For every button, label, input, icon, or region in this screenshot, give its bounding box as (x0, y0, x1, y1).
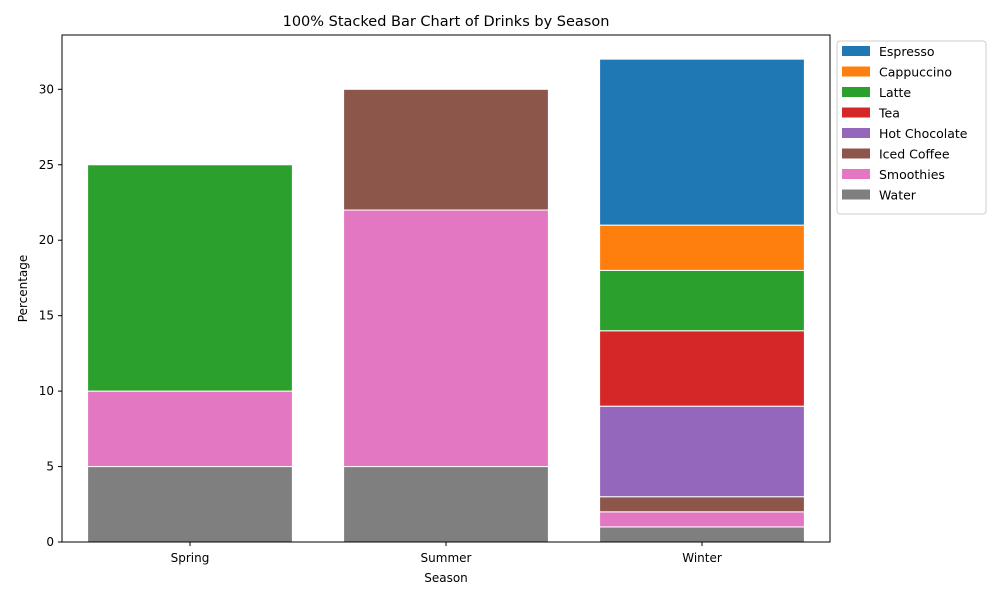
legend-swatch-espresso (842, 46, 870, 56)
bar-winter-tea (599, 330, 805, 407)
bars-layer (87, 58, 805, 543)
x-axis-label: Season (424, 571, 468, 585)
y-axis: 0 5 10 15 20 25 30 (39, 82, 62, 549)
bar-summer-water (343, 466, 549, 543)
legend-swatch-iced-coffee (842, 148, 870, 159)
legend-frame (836, 40, 987, 215)
bar-winter-smoothies (599, 511, 805, 528)
legend-label-iced-coffee: Iced Coffee (879, 147, 950, 162)
bar-winter-latte (599, 269, 805, 332)
y-tick-label: 15 (39, 309, 54, 323)
legend-label-tea: Tea (878, 106, 900, 121)
legend-label-espresso: Espresso (879, 44, 935, 59)
x-tick-label-spring: Spring (171, 551, 210, 565)
legend-swatch-hot-chocolate (842, 128, 870, 138)
y-tick-label: 25 (39, 158, 54, 172)
legend-label-hot-chocolate: Hot Chocolate (879, 126, 968, 141)
y-tick-label: 30 (39, 82, 54, 96)
y-tick-label: 20 (39, 233, 54, 247)
bar-summer-iced-coffee (343, 88, 549, 211)
bar-spring-smoothies (87, 390, 293, 468)
bar-spring-water (87, 466, 293, 543)
y-tick-label: 5 (46, 460, 54, 474)
x-axis: Spring Summer Winter (171, 542, 722, 565)
legend-label-cappuccino: Cappuccino (879, 65, 952, 80)
bar-winter-espresso (599, 58, 805, 226)
legend-items: Espresso Cappuccino Latte Tea Hot Chocolate I… (842, 44, 968, 203)
y-axis-label: Percentage (16, 255, 30, 323)
legend-label-smoothies: Smoothies (879, 167, 945, 182)
bar-winter-hot-chocolate (599, 405, 805, 498)
legend-swatch-water (842, 189, 870, 200)
bar-spring-latte (87, 164, 293, 392)
legend-label-latte: Latte (879, 85, 911, 100)
legend: Espresso Cappuccino Latte Tea Hot Chocolate I… (836, 40, 987, 215)
legend-swatch-tea (842, 107, 870, 118)
bar-winter-cappuccino (599, 224, 805, 271)
bar-winter-water (599, 526, 805, 543)
y-tick-label: 10 (39, 384, 54, 398)
legend-swatch-smoothies (842, 169, 870, 179)
legend-swatch-cappuccino (842, 66, 870, 77)
bar-winter-iced-coffee (599, 496, 805, 513)
legend-label-water: Water (879, 188, 917, 203)
chart-title: 100% Stacked Bar Chart of Drinks by Seas… (283, 14, 610, 30)
y-tick-label: 0 (46, 535, 54, 549)
x-tick-label-summer: Summer (421, 551, 472, 565)
legend-swatch-latte (842, 87, 870, 97)
bar-summer-smoothies (343, 209, 549, 468)
x-tick-label-winter: Winter (682, 551, 722, 565)
